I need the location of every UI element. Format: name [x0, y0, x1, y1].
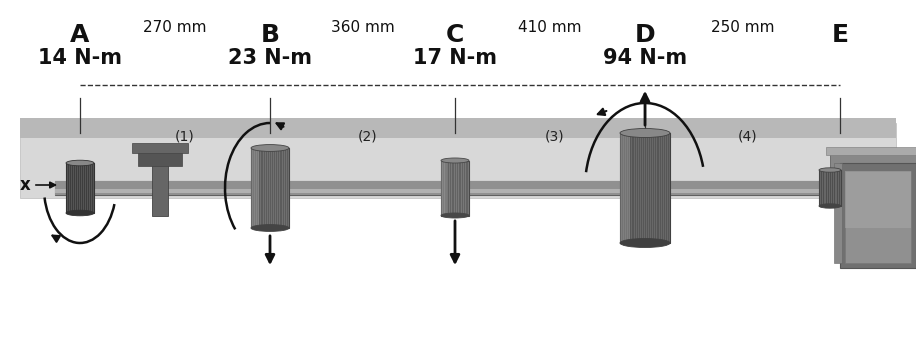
Bar	[830, 152, 916, 168]
Text: (4): (4)	[737, 129, 758, 143]
Bar	[138, 148, 182, 166]
Bar	[55, 181, 840, 195]
Bar	[66, 163, 94, 213]
Ellipse shape	[819, 168, 841, 172]
Text: (2): (2)	[357, 129, 377, 143]
Text: A: A	[71, 23, 90, 47]
Bar	[845, 171, 911, 228]
Ellipse shape	[819, 204, 841, 208]
Text: 270 mm: 270 mm	[143, 20, 207, 36]
Text: 94 N-m: 94 N-m	[603, 48, 687, 68]
Bar	[819, 170, 841, 206]
Text: 14 N-m: 14 N-m	[38, 48, 122, 68]
Bar	[132, 143, 188, 153]
Ellipse shape	[441, 158, 469, 163]
Text: (1): (1)	[175, 129, 195, 143]
Ellipse shape	[251, 225, 289, 232]
Polygon shape	[20, 123, 896, 198]
Text: 17 N-m: 17 N-m	[413, 48, 497, 68]
Text: E: E	[832, 23, 848, 47]
Ellipse shape	[66, 210, 94, 216]
Bar	[55, 189, 840, 193]
Ellipse shape	[620, 239, 670, 247]
Ellipse shape	[441, 213, 469, 218]
Polygon shape	[20, 118, 896, 138]
Bar	[152, 160, 168, 216]
Bar	[845, 171, 911, 263]
Bar	[834, 163, 842, 263]
Ellipse shape	[620, 128, 670, 138]
Bar	[55, 181, 840, 195]
Bar	[441, 161, 447, 215]
Bar	[620, 133, 630, 243]
Text: C: C	[446, 23, 464, 47]
Text: B: B	[260, 23, 279, 47]
Bar	[826, 147, 916, 155]
Text: 23 N-m: 23 N-m	[228, 48, 312, 68]
Text: x: x	[19, 176, 30, 194]
Text: 410 mm: 410 mm	[518, 20, 582, 36]
Bar	[251, 148, 258, 228]
Ellipse shape	[251, 145, 289, 151]
Text: (3): (3)	[545, 129, 565, 143]
Bar	[840, 163, 916, 268]
Bar	[620, 133, 670, 243]
Text: 360 mm: 360 mm	[331, 20, 395, 36]
Text: D: D	[635, 23, 655, 47]
Ellipse shape	[66, 160, 94, 166]
Bar	[441, 161, 469, 215]
Text: 250 mm: 250 mm	[711, 20, 774, 36]
Bar	[251, 148, 289, 228]
